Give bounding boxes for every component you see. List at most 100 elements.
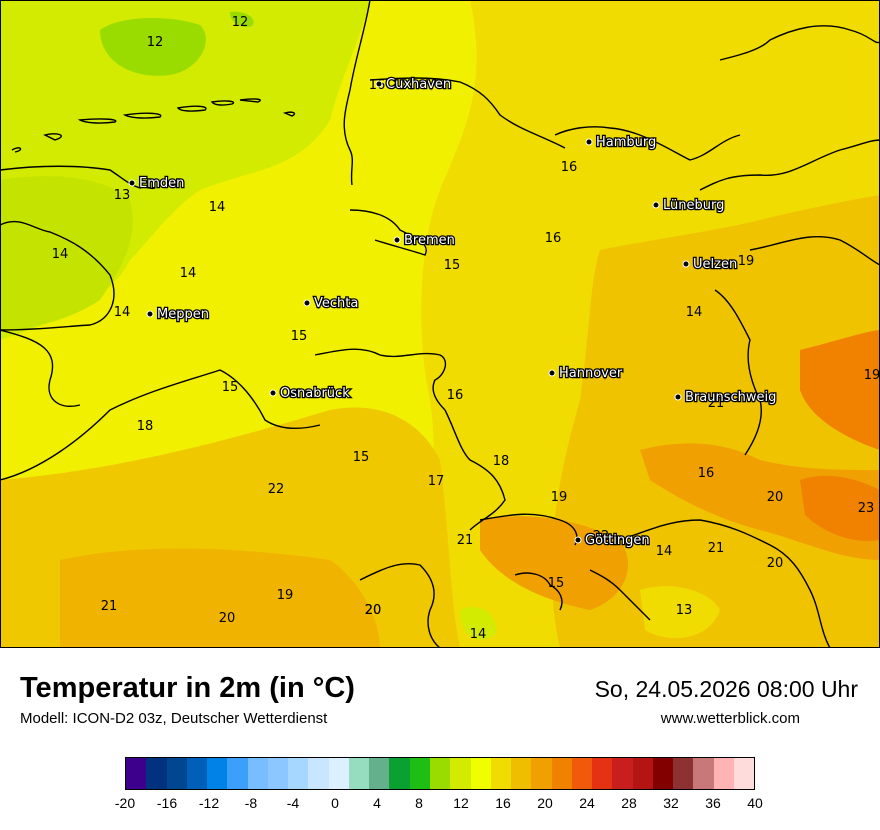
legend-swatch xyxy=(146,758,167,789)
temperature-value-label: 20 xyxy=(219,611,236,626)
legend-swatch xyxy=(328,758,349,789)
city-dot xyxy=(574,536,582,544)
temperature-value-label: 19 xyxy=(864,368,880,383)
temperature-value-label: 19 xyxy=(551,490,568,505)
temperature-value-label: 14 xyxy=(180,266,197,281)
city-marker: Vechta xyxy=(303,295,360,312)
temperature-value-label: 21 xyxy=(457,533,474,548)
legend-swatch xyxy=(673,758,694,789)
temperature-value-label: 17 xyxy=(428,474,445,489)
temperature-value-label: 15 xyxy=(548,576,565,591)
forecast-datetime: So, 24.05.2026 08:00 Uhr xyxy=(594,676,858,702)
city-dot xyxy=(674,393,682,401)
temperature-value-label: 16 xyxy=(545,231,562,246)
temperature-value-label: 14 xyxy=(209,200,226,215)
legend-tick-labels: -20 -16 -12 -8 -4 0 4 8 12 16 20 24 28 32 36 40 xyxy=(115,795,763,813)
city-marker: Bremen xyxy=(393,232,456,249)
legend-swatch xyxy=(713,758,734,789)
legend-tick: 12 xyxy=(453,795,469,811)
legend-swatch xyxy=(592,758,613,789)
legend-swatch xyxy=(632,758,653,789)
legend-swatch xyxy=(389,758,410,789)
legend-tick: 36 xyxy=(705,795,721,811)
temperature-value-label: 20 xyxy=(365,603,382,618)
temperature-value-label: 20 xyxy=(767,556,784,571)
temperature-value-label: 14 xyxy=(656,544,673,559)
legend-swatch xyxy=(571,758,593,789)
legend-tick: 4 xyxy=(373,795,381,811)
temperature-value-label: 19 xyxy=(738,254,755,269)
legend-tick: 8 xyxy=(415,795,423,811)
legend-tick: 16 xyxy=(495,795,511,811)
legend-swatch xyxy=(490,758,512,789)
temperature-value-label: 21 xyxy=(101,599,118,614)
website-credit: www.wetterblick.com xyxy=(660,710,800,727)
temperature-value-label: 21 xyxy=(708,396,725,411)
temperature-value-label: 22 xyxy=(268,482,285,497)
legend-tick: 28 xyxy=(621,795,637,811)
city-dot xyxy=(375,80,383,88)
legend-tick: -4 xyxy=(286,795,300,811)
city-marker: Hamburg xyxy=(585,134,658,151)
city-dot xyxy=(585,138,593,146)
legend-swatch xyxy=(409,758,430,789)
city-dot xyxy=(652,201,660,209)
legend-swatch xyxy=(511,758,532,789)
city-label: Bremen xyxy=(404,233,455,248)
temperature-value-label: 13 xyxy=(114,188,131,203)
legend-tick: 24 xyxy=(579,795,595,811)
legend-swatch xyxy=(450,758,471,789)
legend-swatch xyxy=(693,758,714,789)
city-dot xyxy=(682,260,690,268)
legend-swatch xyxy=(186,758,208,789)
temperature-value-label: 18 xyxy=(493,454,510,469)
legend-swatch xyxy=(166,758,187,789)
legend-swatch xyxy=(652,758,674,789)
city-label: Hannover xyxy=(559,366,623,381)
legend-tick: 40 xyxy=(747,795,763,811)
temperature-value-label: 23 xyxy=(858,501,875,516)
legend-tick: 0 xyxy=(331,795,339,811)
city-label: Vechta xyxy=(314,296,358,311)
city-marker: Hannover xyxy=(548,365,624,382)
city-label: Meppen xyxy=(157,307,209,322)
legend-swatch xyxy=(308,758,329,789)
city-dot xyxy=(269,389,277,397)
temperature-value-label: 21 xyxy=(708,541,725,556)
city-marker: Göttingen xyxy=(574,532,651,549)
city-marker: Meppen xyxy=(146,306,210,323)
temperature-value-label: 12 xyxy=(232,15,249,30)
legend-tick: -12 xyxy=(198,795,220,811)
temperature-value-label: 14 xyxy=(470,627,487,642)
city-label: Braunschweig xyxy=(685,390,776,405)
city-label: Uelzen xyxy=(693,257,737,272)
city-dot xyxy=(303,299,311,307)
temperature-value-label: 16 xyxy=(561,160,578,175)
legend-tick: 32 xyxy=(663,795,679,811)
temperature-color-legend xyxy=(125,757,755,790)
temperature-value-label: 20 xyxy=(767,490,784,505)
temperature-value-label: 14 xyxy=(52,247,69,262)
legend-tick: -16 xyxy=(156,795,178,811)
city-dot xyxy=(128,179,136,187)
legend-swatch xyxy=(126,758,147,789)
temperature-value-label: 14 xyxy=(114,305,131,320)
temperature-value-label: 12 xyxy=(147,35,164,50)
temperature-value-label: 15 xyxy=(222,380,239,395)
temperature-value-label: 16 xyxy=(447,388,464,403)
legend-swatch xyxy=(531,758,552,789)
legend-swatch xyxy=(227,758,248,789)
city-marker: Lüneburg xyxy=(652,197,726,214)
city-label: Emden xyxy=(139,176,184,191)
legend-swatch xyxy=(247,758,268,789)
temperature-value-label: 15 xyxy=(291,329,308,344)
temperature-value-label: 14 xyxy=(686,305,703,320)
city-marker: Braunschweig xyxy=(674,389,778,406)
legend-tick: -20 xyxy=(114,795,136,811)
legend-swatch xyxy=(429,758,451,789)
city-label: Osnabrück xyxy=(280,386,350,401)
model-subtitle: Modell: ICON-D2 03z, Deutscher Wetterdie… xyxy=(20,710,328,727)
city-dot xyxy=(146,310,154,318)
page-title: Temperatur in 2m (in °C) xyxy=(20,672,355,704)
legend-swatch xyxy=(733,758,755,789)
